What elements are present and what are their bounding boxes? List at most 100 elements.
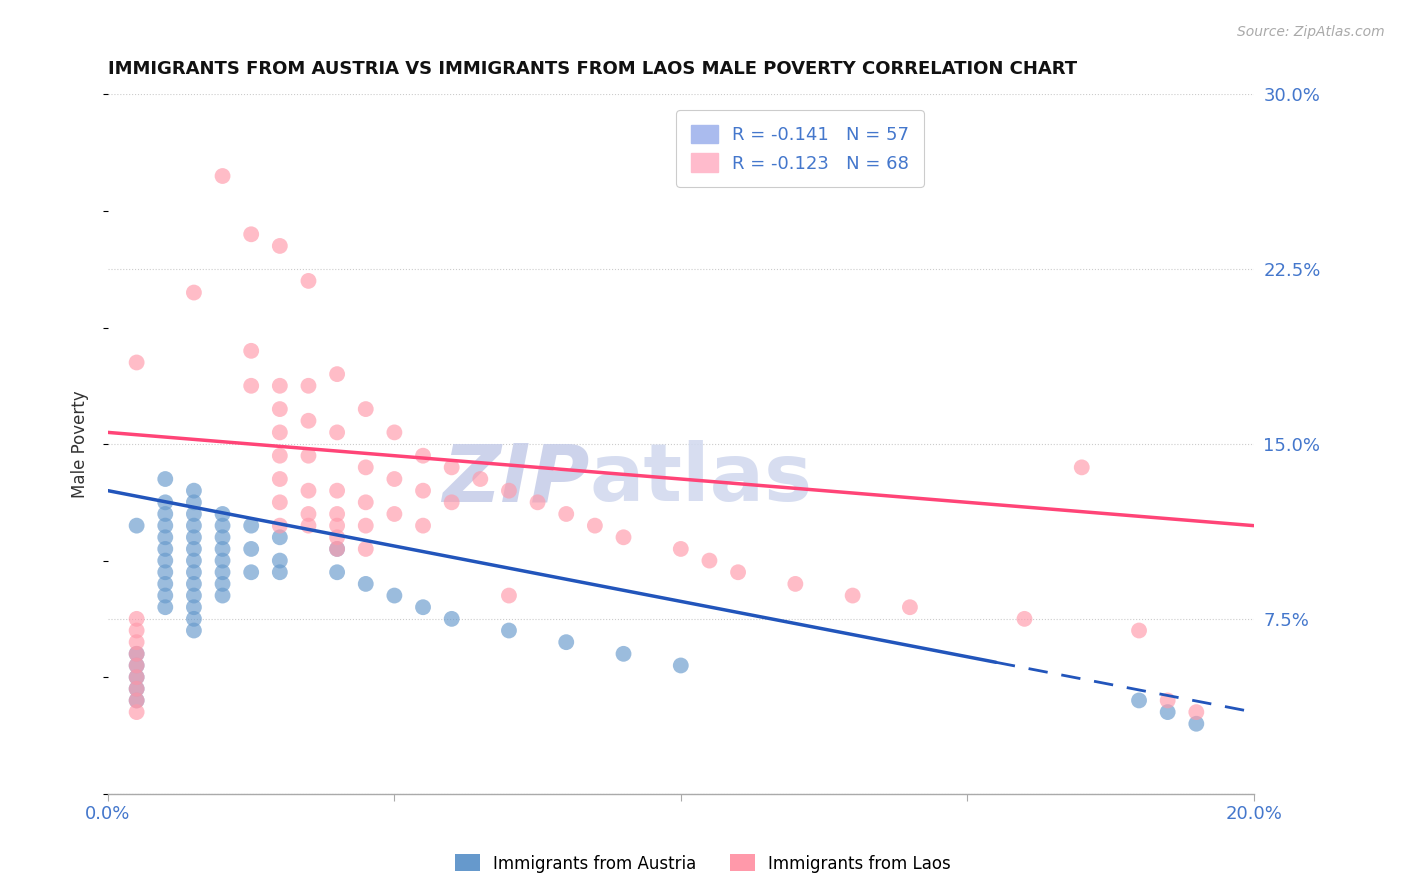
Point: [1156, 693, 1178, 707]
Point: [155, 472, 177, 486]
Point: [240, 541, 263, 556]
Point: [440, 495, 463, 509]
Point: [211, 589, 233, 603]
Point: [211, 553, 233, 567]
Point: [211, 169, 233, 183]
Point: [183, 624, 205, 638]
Point: [440, 612, 463, 626]
Point: [211, 541, 233, 556]
Point: [125, 647, 148, 661]
Point: [155, 566, 177, 580]
Point: [384, 425, 406, 440]
Point: [155, 495, 177, 509]
Point: [326, 541, 349, 556]
Point: [155, 530, 177, 544]
Point: [269, 239, 291, 253]
Point: [326, 367, 349, 381]
Point: [412, 518, 434, 533]
Point: [898, 600, 921, 615]
Point: [183, 600, 205, 615]
Point: [183, 483, 205, 498]
Point: [269, 449, 291, 463]
Point: [125, 693, 148, 707]
Point: [498, 589, 520, 603]
Point: [1128, 624, 1150, 638]
Point: [669, 658, 692, 673]
Point: [841, 589, 863, 603]
Point: [125, 647, 148, 661]
Point: [1070, 460, 1092, 475]
Point: [297, 414, 319, 428]
Point: [785, 577, 807, 591]
Point: [183, 530, 205, 544]
Point: [269, 518, 291, 533]
Point: [211, 530, 233, 544]
Point: [326, 518, 349, 533]
Point: [297, 483, 319, 498]
Point: [555, 635, 578, 649]
Point: [269, 425, 291, 440]
Point: [354, 402, 377, 417]
Point: [125, 693, 148, 707]
Point: [526, 495, 548, 509]
Point: [125, 612, 148, 626]
Point: [440, 460, 463, 475]
Point: [297, 274, 319, 288]
Point: [498, 483, 520, 498]
Point: [183, 495, 205, 509]
Point: [326, 566, 349, 580]
Point: [155, 507, 177, 521]
Point: [1156, 705, 1178, 719]
Point: [269, 402, 291, 417]
Point: [125, 670, 148, 684]
Point: [1185, 716, 1208, 731]
Point: [125, 624, 148, 638]
Text: ZIP: ZIP: [441, 440, 589, 518]
Point: [240, 566, 263, 580]
Point: [155, 589, 177, 603]
Point: [326, 425, 349, 440]
Point: [669, 541, 692, 556]
Point: [183, 553, 205, 567]
Point: [555, 507, 578, 521]
Point: [412, 483, 434, 498]
Legend: R = -0.141   N = 57, R = -0.123   N = 68: R = -0.141 N = 57, R = -0.123 N = 68: [676, 111, 924, 187]
Point: [269, 530, 291, 544]
Point: [125, 681, 148, 696]
Text: IMMIGRANTS FROM AUSTRIA VS IMMIGRANTS FROM LAOS MALE POVERTY CORRELATION CHART: IMMIGRANTS FROM AUSTRIA VS IMMIGRANTS FR…: [108, 60, 1077, 78]
Point: [354, 541, 377, 556]
Point: [269, 472, 291, 486]
Point: [211, 507, 233, 521]
Legend: Immigrants from Austria, Immigrants from Laos: Immigrants from Austria, Immigrants from…: [449, 847, 957, 880]
Point: [125, 635, 148, 649]
Point: [727, 566, 749, 580]
Point: [470, 472, 492, 486]
Text: atlas: atlas: [589, 440, 813, 518]
Point: [183, 518, 205, 533]
Point: [155, 553, 177, 567]
Point: [183, 566, 205, 580]
Point: [240, 227, 263, 242]
Point: [183, 285, 205, 300]
Point: [183, 589, 205, 603]
Point: [211, 518, 233, 533]
Point: [498, 624, 520, 638]
Point: [612, 530, 634, 544]
Point: [384, 507, 406, 521]
Point: [155, 600, 177, 615]
Point: [240, 378, 263, 392]
Point: [297, 507, 319, 521]
Point: [1185, 705, 1208, 719]
Point: [125, 670, 148, 684]
Point: [155, 518, 177, 533]
Point: [240, 343, 263, 358]
Point: [384, 589, 406, 603]
Point: [326, 541, 349, 556]
Point: [1014, 612, 1036, 626]
Point: [183, 541, 205, 556]
Text: Source: ZipAtlas.com: Source: ZipAtlas.com: [1237, 25, 1385, 39]
Point: [183, 507, 205, 521]
Point: [155, 541, 177, 556]
Point: [183, 612, 205, 626]
Point: [125, 705, 148, 719]
